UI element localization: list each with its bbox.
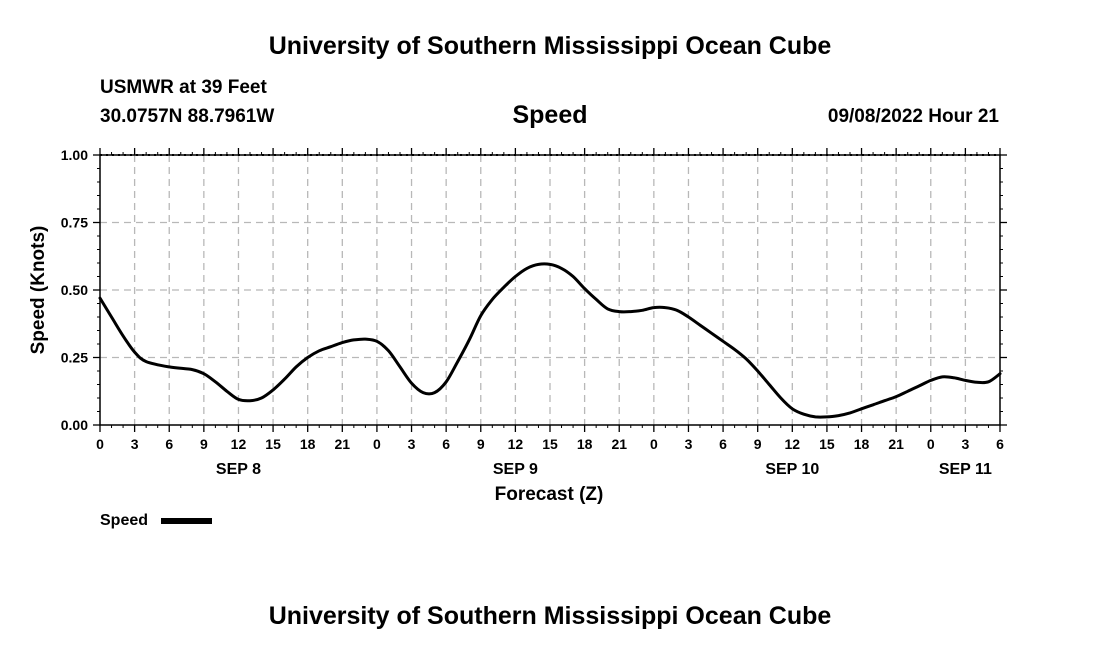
- x-tick-label: 6: [442, 436, 450, 452]
- x-tick-label: 12: [231, 436, 247, 452]
- x-tick-label: 6: [996, 436, 1004, 452]
- y-tick-label: 1.00: [61, 147, 88, 163]
- series-line-speed: [98, 262, 1002, 419]
- axis-ticks: [93, 148, 1007, 432]
- variable-label: Speed: [512, 101, 588, 129]
- grid-lines: [100, 155, 1000, 425]
- x-tick-label: 3: [685, 436, 693, 452]
- x-tick-label: 18: [300, 436, 316, 452]
- day-label: SEP 9: [493, 461, 538, 478]
- timestamp-label: 09/08/2022 Hour 21: [827, 106, 999, 127]
- y-tick-label: 0.50: [61, 282, 88, 298]
- x-tick-label: 9: [477, 436, 485, 452]
- x-axis-title: Forecast (Z): [495, 484, 604, 505]
- x-tick-label: 0: [927, 436, 935, 452]
- x-tick-label: 21: [611, 436, 627, 452]
- x-tick-label: 6: [719, 436, 727, 452]
- x-tick-label: 21: [888, 436, 904, 452]
- x-tick-label: 12: [785, 436, 801, 452]
- y-tick-label: 0.25: [61, 350, 88, 366]
- x-tick-label: 3: [408, 436, 416, 452]
- x-tick-label: 15: [265, 436, 281, 452]
- day-label: SEP 8: [216, 461, 261, 478]
- x-tick-label: 15: [542, 436, 558, 452]
- legend-label: Speed: [100, 512, 148, 529]
- day-label: SEP 10: [765, 461, 819, 478]
- x-tick-label: 0: [650, 436, 658, 452]
- x-tick-label: 9: [754, 436, 762, 452]
- y-axis-title: Speed (Knots): [28, 226, 49, 355]
- x-tick-label: 15: [819, 436, 835, 452]
- chart-title: University of Southern Mississippi Ocean…: [268, 32, 832, 60]
- x-tick-label: 6: [165, 436, 173, 452]
- x-tick-label: 9: [200, 436, 208, 452]
- footer-title: University of Southern Mississippi Ocean…: [268, 602, 832, 630]
- x-tick-label: 18: [577, 436, 593, 452]
- x-tick-label: 18: [854, 436, 870, 452]
- y-tick-label: 0.00: [61, 417, 88, 433]
- x-tick-label: 0: [96, 436, 104, 452]
- coordinates-label: 30.0757N 88.7961W: [100, 106, 275, 127]
- x-tick-label: 3: [961, 436, 969, 452]
- x-tick-label: 3: [131, 436, 139, 452]
- y-tick-label: 0.75: [61, 215, 88, 231]
- x-tick-label: 12: [508, 436, 524, 452]
- day-label: SEP 11: [939, 461, 992, 478]
- legend: Speed: [100, 512, 212, 529]
- axis-labels: 0 3 6 9 12 15 18 21 0 3 6 9 12 15 18 21 0 3 6 9 12 15 18 21 0 3 6 0…: [61, 147, 1004, 478]
- series-layer: [98, 262, 1002, 419]
- station-label: USMWR at 39 Feet: [100, 77, 267, 98]
- x-tick-label: 21: [335, 436, 351, 452]
- x-tick-label: 0: [373, 436, 381, 452]
